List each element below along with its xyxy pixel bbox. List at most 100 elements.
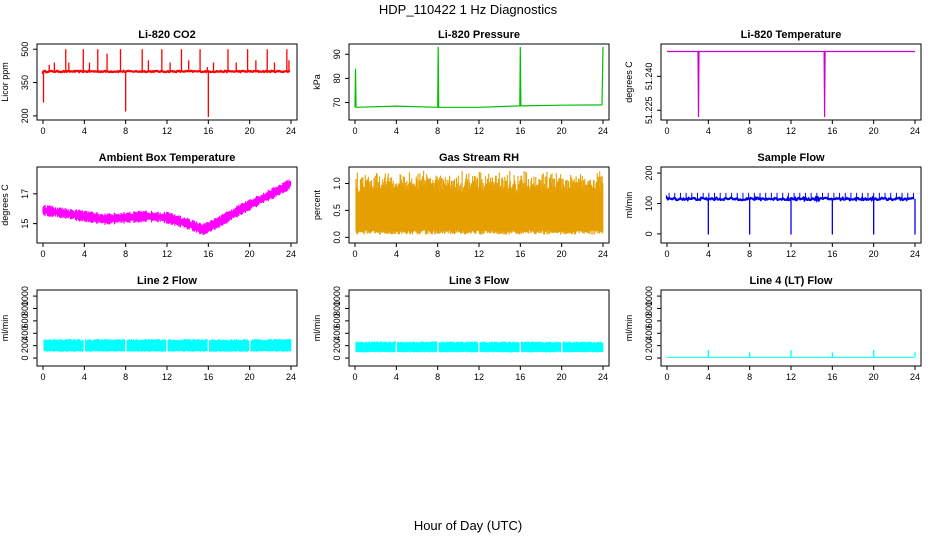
y-tick-label: 200 (644, 338, 654, 353)
x-tick-label: 0 (40, 126, 45, 136)
plot-frame (36, 289, 298, 367)
y-axis-label: ml/min (624, 315, 634, 342)
x-tick-label: 16 (515, 372, 525, 382)
x-tick-label: 24 (598, 126, 608, 136)
x-tick-label: 20 (245, 126, 255, 136)
plot-frame (348, 43, 610, 121)
y-tick-label: 100 (644, 196, 654, 211)
x-tick-label: 16 (203, 249, 213, 259)
y-tick-label: 200 (20, 338, 30, 353)
x-tick-label: 8 (123, 372, 128, 382)
panel-title: Line 4 (LT) Flow (750, 275, 833, 287)
x-tick-label: 4 (706, 126, 711, 136)
x-tick-label: 16 (203, 372, 213, 382)
y-tick-label: 400 (644, 326, 654, 341)
y-axis-label: ml/min (0, 315, 10, 342)
x-tick-label: 4 (706, 372, 711, 382)
x-tick-label: 8 (747, 126, 752, 136)
x-tick-label: 16 (827, 372, 837, 382)
panel-title: Gas Stream RH (439, 152, 519, 164)
x-tick-label: 12 (162, 126, 172, 136)
y-tick-label: 0.5 (332, 204, 342, 217)
x-tick-label: 24 (286, 126, 296, 136)
x-tick-label: 8 (435, 372, 440, 382)
data-layer (355, 170, 604, 235)
x-tick-label: 12 (786, 126, 796, 136)
series-line (41, 69, 291, 75)
y-tick-label: 200 (644, 166, 654, 181)
x-tick-label: 4 (82, 126, 87, 136)
y-tick-label: 15 (20, 219, 30, 229)
data-layer (41, 49, 291, 117)
x-tick-label: 8 (123, 126, 128, 136)
x-tick-label: 24 (286, 372, 296, 382)
y-tick-label: 1.0 (332, 177, 342, 190)
y-tick-label: 51.240 (644, 63, 654, 91)
data-layer (42, 179, 292, 235)
panel-title: Ambient Box Temperature (99, 152, 236, 164)
panel-9: Line 4 (LT) Flow ml/min 0 4 8 12 16 20 24 0 200400… (624, 275, 922, 382)
x-tick-label: 24 (598, 372, 608, 382)
x-tick-label: 4 (394, 249, 399, 259)
y-tick-label: 90 (332, 49, 342, 59)
x-tick-label: 12 (474, 249, 484, 259)
x-axis-title: Hour of Day (UTC) (413, 518, 523, 533)
panel-8: Line 3 Flow ml/min 0 4 8 12 16 20 24 0 20040060080… (312, 275, 610, 382)
x-tick-label: 12 (162, 372, 172, 382)
y-tick-label: 800 (332, 301, 342, 316)
y-axis-label: degrees C (624, 61, 634, 103)
x-tick-label: 20 (557, 249, 567, 259)
x-tick-label: 8 (435, 249, 440, 259)
data-layer (355, 341, 604, 353)
y-tick-label: 800 (20, 301, 30, 316)
series-area (355, 170, 604, 235)
x-tick-label: 4 (394, 126, 399, 136)
y-tick-label: 1000 (332, 286, 342, 306)
panel-title: Li-820 Pressure (438, 29, 520, 41)
y-axis-label: Licor ppm (0, 62, 10, 102)
y-tick-label: 200 (20, 108, 30, 123)
x-tick-label: 12 (786, 372, 796, 382)
y-tick-label: 600 (644, 313, 654, 328)
y-tick-label: 0.0 (332, 231, 342, 244)
x-tick-label: 20 (557, 372, 567, 382)
x-tick-label: 8 (435, 126, 440, 136)
y-tick-label: 600 (20, 313, 30, 328)
x-tick-label: 8 (747, 372, 752, 382)
data-layer (667, 50, 915, 118)
panel-title: Li-820 CO2 (138, 29, 195, 41)
plot-frame (348, 289, 610, 367)
series-line (665, 194, 915, 203)
panel-title: Line 3 Flow (449, 275, 509, 287)
panel-5: Gas Stream RH percent 0 4 8 12 16 20 24 0.0 0.5 1.0 (312, 152, 610, 259)
x-tick-label: 24 (910, 249, 920, 259)
x-tick-label: 0 (664, 126, 669, 136)
y-tick-label: 1000 (644, 286, 654, 306)
y-tick-label: 17 (20, 189, 30, 199)
x-tick-label: 4 (394, 372, 399, 382)
x-tick-label: 24 (910, 126, 920, 136)
x-tick-label: 24 (910, 372, 920, 382)
x-tick-label: 0 (352, 249, 357, 259)
x-tick-label: 20 (869, 126, 879, 136)
data-layer (667, 349, 916, 358)
y-tick-label: 0 (644, 356, 654, 361)
panel-3: Li-820 Temperature degrees C 0 4 8 12 16 20 24 51… (624, 29, 922, 136)
x-tick-label: 0 (664, 249, 669, 259)
x-tick-label: 20 (245, 249, 255, 259)
x-tick-label: 12 (162, 249, 172, 259)
panel-title: Li-820 Temperature (741, 29, 842, 41)
x-tick-label: 12 (786, 249, 796, 259)
y-tick-label: 51.225 (644, 96, 654, 124)
data-layer (43, 338, 292, 352)
series-band (42, 179, 292, 235)
x-tick-label: 20 (557, 126, 567, 136)
x-tick-label: 20 (245, 372, 255, 382)
y-tick-label: 600 (332, 313, 342, 328)
y-tick-label: 350 (20, 75, 30, 90)
series-area (355, 341, 604, 353)
x-tick-label: 0 (40, 372, 45, 382)
y-tick-label: 0 (644, 231, 654, 236)
y-tick-label: 200 (332, 338, 342, 353)
